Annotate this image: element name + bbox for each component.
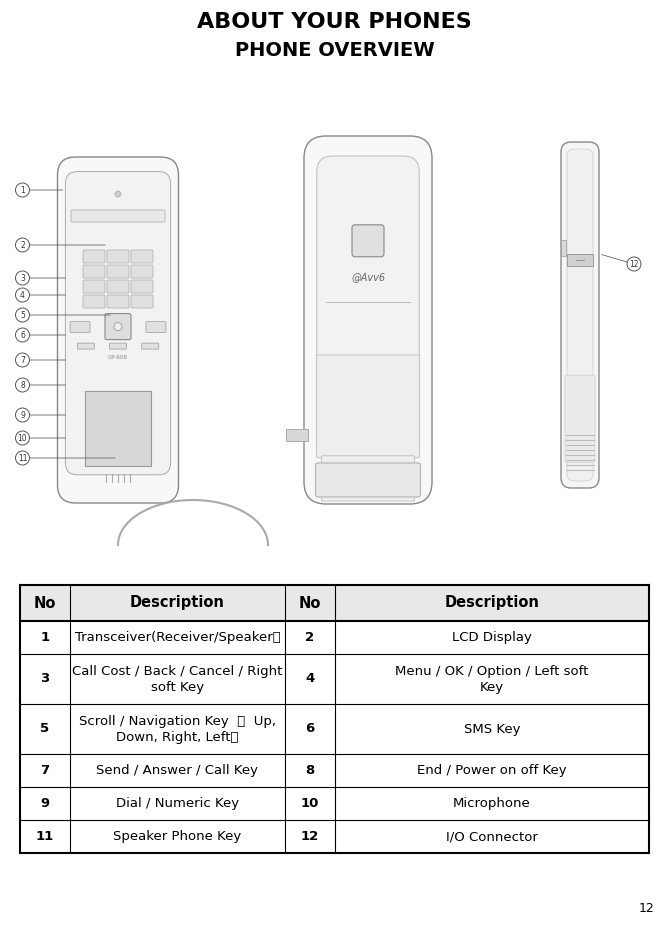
FancyBboxPatch shape xyxy=(321,456,415,501)
Circle shape xyxy=(15,431,29,445)
FancyBboxPatch shape xyxy=(567,149,593,481)
Text: Description: Description xyxy=(130,596,225,610)
FancyBboxPatch shape xyxy=(107,250,129,263)
Text: SMS Key: SMS Key xyxy=(464,722,520,735)
Bar xyxy=(20,585,649,621)
Bar xyxy=(85,391,151,466)
Circle shape xyxy=(627,257,641,271)
FancyBboxPatch shape xyxy=(131,250,153,263)
Text: Scroll / Navigation Key  （  Up,
Down, Right, Left）: Scroll / Navigation Key （ Up, Down, Righ… xyxy=(79,715,276,743)
Text: No: No xyxy=(299,596,321,610)
Text: 2: 2 xyxy=(306,631,314,644)
FancyBboxPatch shape xyxy=(131,295,153,308)
Text: End / Power on off Key: End / Power on off Key xyxy=(417,764,567,777)
Bar xyxy=(567,253,593,266)
Circle shape xyxy=(15,408,29,422)
Text: 1: 1 xyxy=(40,631,50,644)
FancyBboxPatch shape xyxy=(107,280,129,293)
Text: 2: 2 xyxy=(20,240,25,250)
Text: GP-608: GP-608 xyxy=(108,355,128,360)
FancyBboxPatch shape xyxy=(131,265,153,278)
Text: 6: 6 xyxy=(20,330,25,340)
Circle shape xyxy=(15,308,29,322)
Text: LCD Display: LCD Display xyxy=(452,631,532,644)
FancyBboxPatch shape xyxy=(70,322,90,332)
Text: @Avv6: @Avv6 xyxy=(106,435,133,443)
FancyBboxPatch shape xyxy=(131,280,153,293)
Text: 9: 9 xyxy=(40,797,50,810)
FancyBboxPatch shape xyxy=(66,172,171,474)
Text: 5: 5 xyxy=(40,722,50,735)
FancyBboxPatch shape xyxy=(78,344,94,349)
Text: Menu / OK / Option / Left soft
Key: Menu / OK / Option / Left soft Key xyxy=(395,664,589,694)
Text: No: No xyxy=(34,596,56,610)
Bar xyxy=(20,585,649,853)
Circle shape xyxy=(115,191,121,197)
Text: 9: 9 xyxy=(20,411,25,419)
FancyBboxPatch shape xyxy=(58,157,179,503)
Circle shape xyxy=(15,378,29,392)
Text: 3: 3 xyxy=(40,673,50,685)
Circle shape xyxy=(15,451,29,465)
FancyBboxPatch shape xyxy=(83,265,105,278)
Text: ABOUT YOUR PHONES: ABOUT YOUR PHONES xyxy=(197,12,472,32)
Text: 3: 3 xyxy=(20,273,25,283)
FancyBboxPatch shape xyxy=(107,265,129,278)
Text: 4: 4 xyxy=(20,290,25,300)
FancyBboxPatch shape xyxy=(565,375,595,462)
FancyBboxPatch shape xyxy=(83,250,105,263)
FancyBboxPatch shape xyxy=(316,355,419,457)
Circle shape xyxy=(15,271,29,285)
Bar xyxy=(561,240,566,256)
Text: PHONE OVERVIEW: PHONE OVERVIEW xyxy=(235,41,434,60)
FancyBboxPatch shape xyxy=(142,344,159,349)
Circle shape xyxy=(114,323,122,330)
Text: 11: 11 xyxy=(18,454,27,462)
FancyBboxPatch shape xyxy=(83,295,105,308)
Circle shape xyxy=(15,183,29,197)
Text: 7: 7 xyxy=(20,356,25,364)
FancyBboxPatch shape xyxy=(304,136,432,504)
FancyBboxPatch shape xyxy=(352,225,384,257)
Text: 10: 10 xyxy=(17,434,27,442)
Bar xyxy=(286,429,308,441)
Text: 10: 10 xyxy=(301,797,319,810)
Text: 8: 8 xyxy=(20,381,25,389)
Text: @Avv6: @Avv6 xyxy=(351,271,385,282)
Text: Dial / Numeric Key: Dial / Numeric Key xyxy=(116,797,239,810)
FancyBboxPatch shape xyxy=(561,142,599,488)
FancyBboxPatch shape xyxy=(317,156,419,456)
Text: 4: 4 xyxy=(305,673,314,685)
Text: 6: 6 xyxy=(305,722,314,735)
Text: 8: 8 xyxy=(305,764,314,777)
Text: Microphone: Microphone xyxy=(453,797,531,810)
Text: 11: 11 xyxy=(36,830,54,843)
Text: I/O Connector: I/O Connector xyxy=(446,830,538,843)
FancyBboxPatch shape xyxy=(71,210,165,222)
FancyBboxPatch shape xyxy=(146,322,166,332)
Text: Speaker Phone Key: Speaker Phone Key xyxy=(113,830,242,843)
Text: 1: 1 xyxy=(20,185,25,195)
Circle shape xyxy=(15,328,29,342)
Text: 7: 7 xyxy=(40,764,50,777)
FancyBboxPatch shape xyxy=(316,463,420,497)
Text: 12: 12 xyxy=(301,830,319,843)
FancyBboxPatch shape xyxy=(107,295,129,308)
Text: 12: 12 xyxy=(630,259,639,269)
Text: 5: 5 xyxy=(20,310,25,320)
FancyBboxPatch shape xyxy=(110,344,126,349)
Text: Transceiver(Receiver/Speaker）: Transceiver(Receiver/Speaker） xyxy=(75,631,280,644)
FancyBboxPatch shape xyxy=(105,313,131,340)
FancyBboxPatch shape xyxy=(83,280,105,293)
Text: Call Cost / Back / Cancel / Right
soft Key: Call Cost / Back / Cancel / Right soft K… xyxy=(72,664,283,694)
Circle shape xyxy=(15,288,29,302)
Text: Description: Description xyxy=(445,596,539,610)
Circle shape xyxy=(15,353,29,367)
Circle shape xyxy=(15,238,29,252)
Text: 12: 12 xyxy=(638,902,654,915)
Text: Send / Answer / Call Key: Send / Answer / Call Key xyxy=(96,764,258,777)
